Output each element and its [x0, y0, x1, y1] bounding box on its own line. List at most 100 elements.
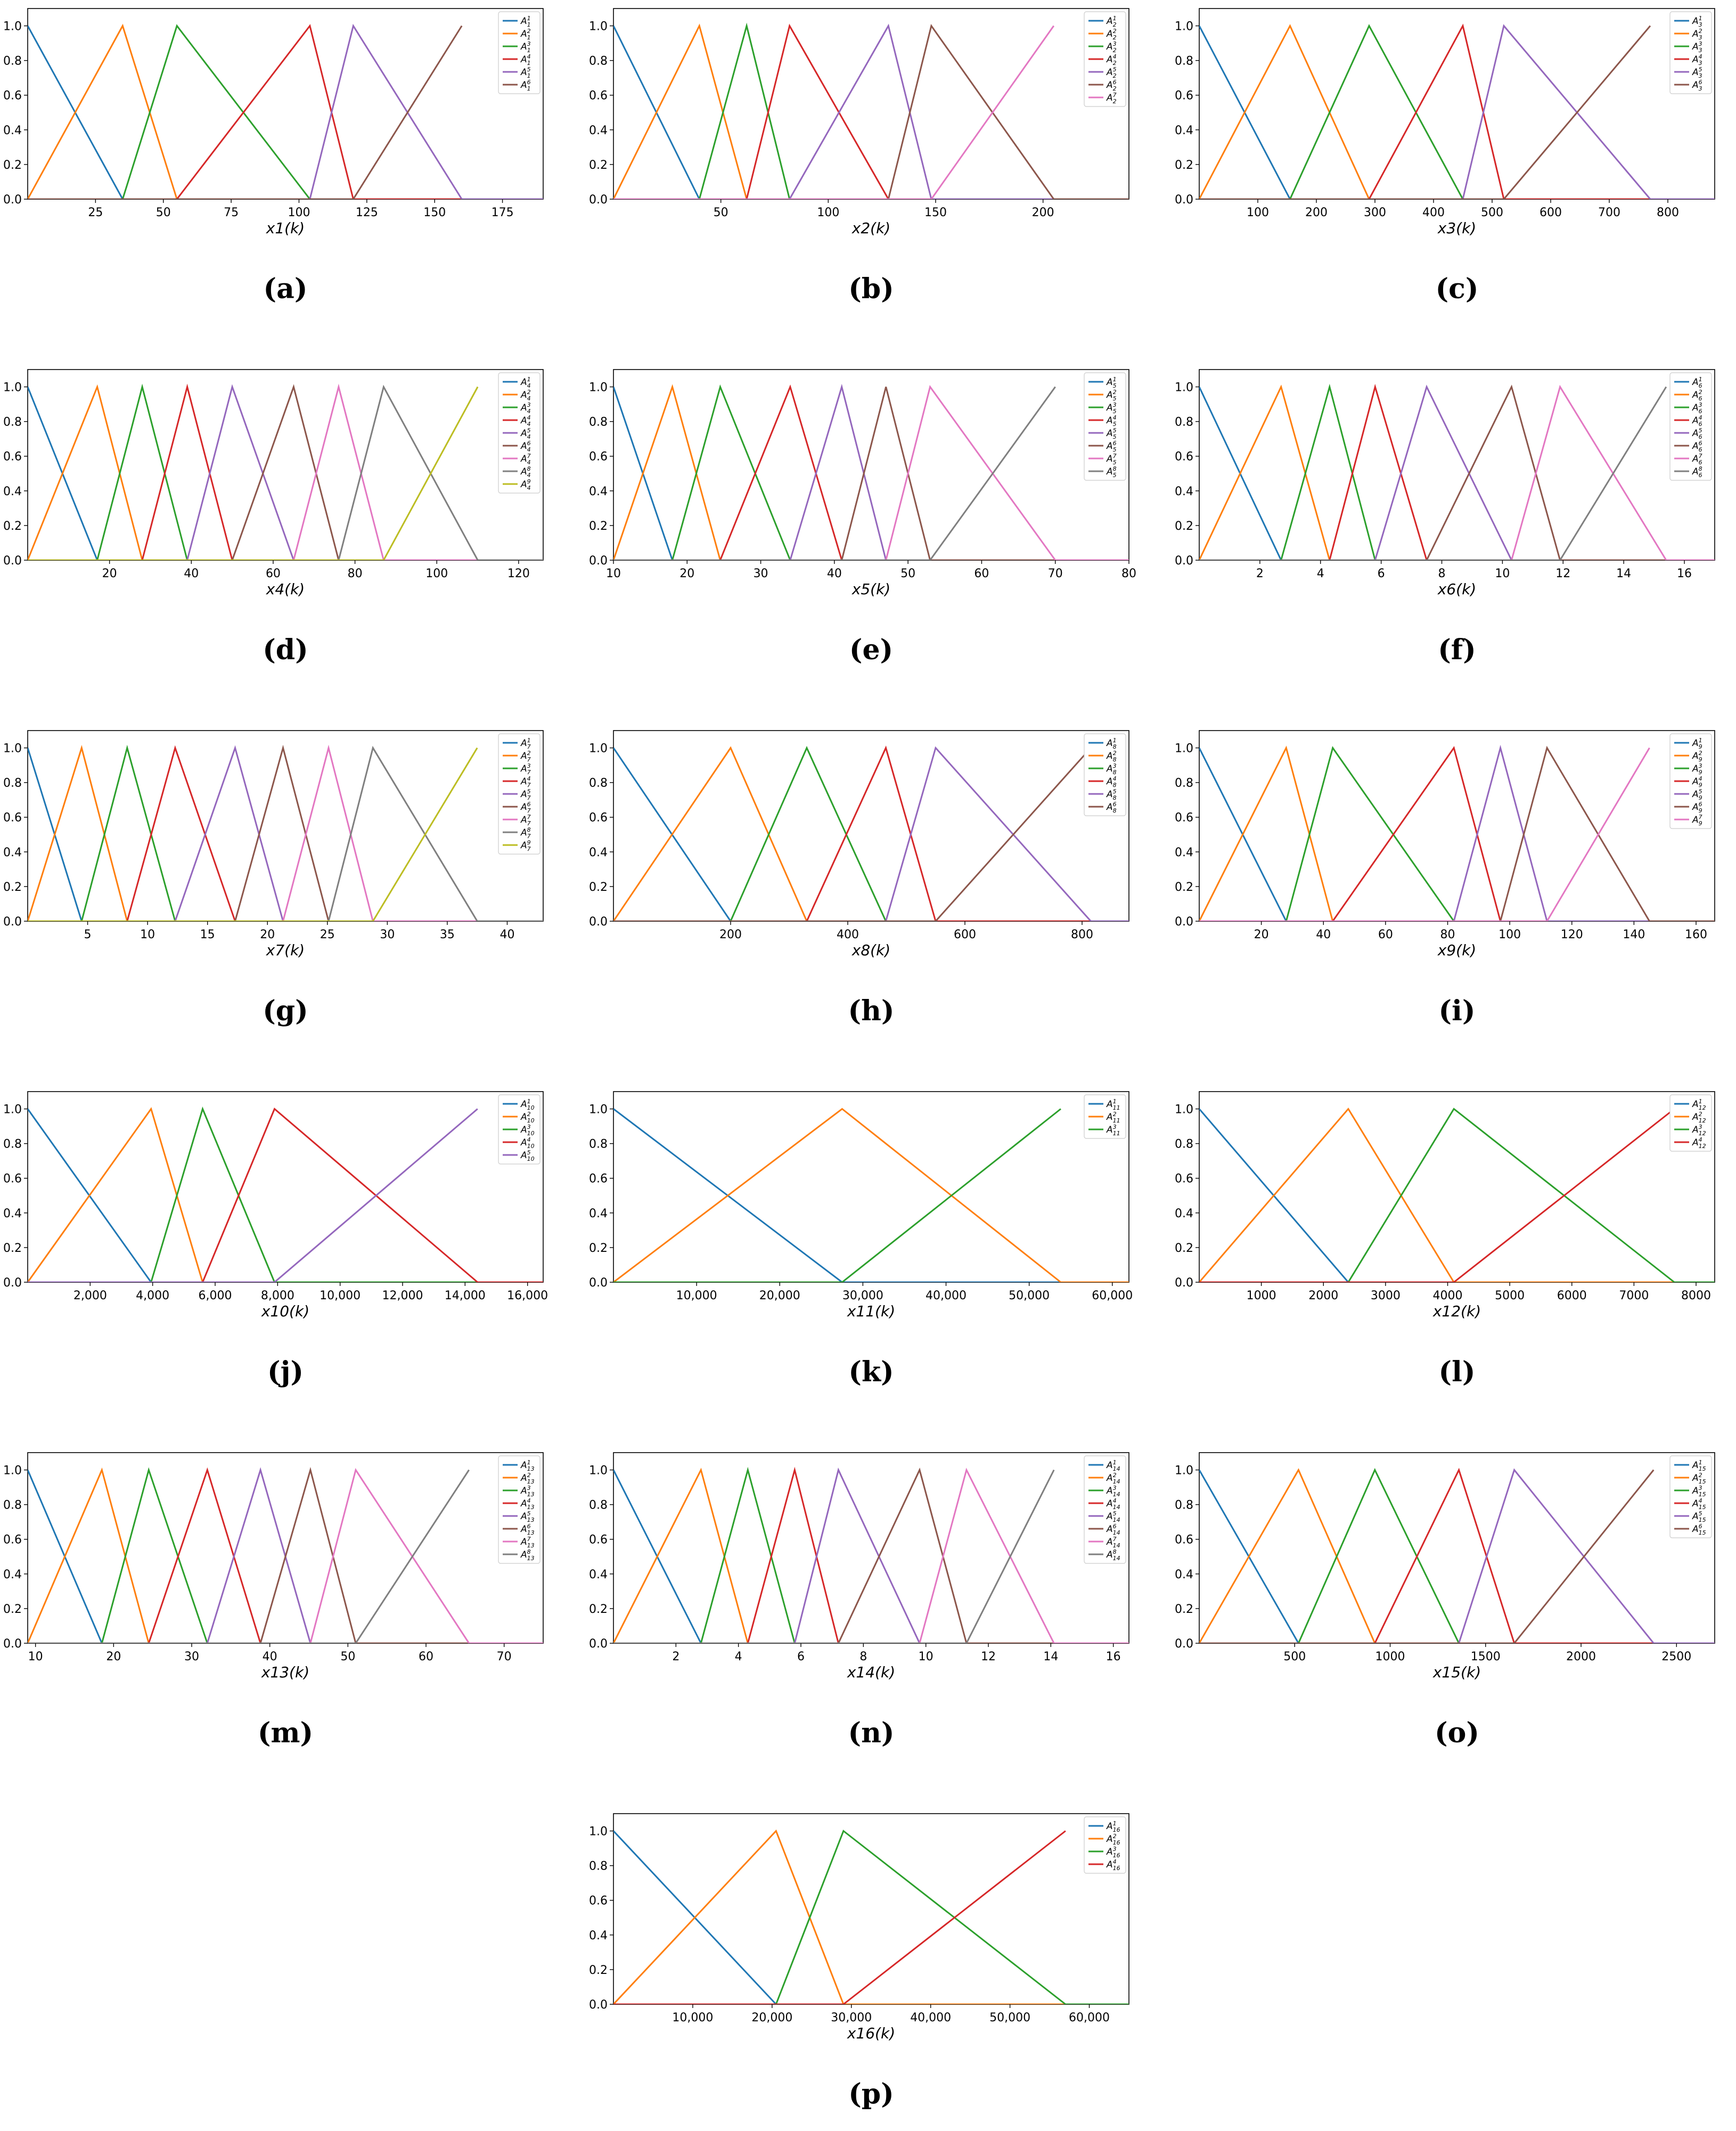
y-tick-label: 0.8 [589, 416, 608, 429]
membership-chart-5: 0.0 0.2 0.4 0.6 0.8 1.0 10 20 30 40 50 60 70 80 x5(k) A… [589, 369, 1136, 666]
legend-entry: A31 [1692, 15, 1702, 28]
series-line-3 [613, 1830, 1129, 2004]
legend-entry: A43 [520, 401, 531, 415]
y-tick-label: 0.4 [589, 1929, 608, 1943]
series-line-3 [613, 384, 1129, 560]
y-tick-label: 0.8 [3, 416, 22, 429]
series-line-2 [613, 746, 1129, 921]
y-tick-label: 0.2 [589, 1603, 608, 1616]
x-axis-label: x7(k) [266, 941, 305, 959]
x-axis-label: x12(k) [1432, 1302, 1481, 1320]
series-line-3 [1199, 1108, 1715, 1282]
x-tick-label: 60 [1378, 928, 1393, 941]
x-tick-label: 80 [348, 567, 363, 580]
legend-entry: A135 [520, 1510, 535, 1523]
x-tick-label: 140 [1623, 928, 1645, 941]
legend-box [1669, 11, 1712, 94]
x-tick-label: 16 [1677, 567, 1692, 580]
y-tick-label: 0.0 [589, 554, 608, 568]
legend-entry: A74 [520, 775, 531, 789]
series-line-1 [1199, 25, 1715, 199]
legend-entry: A15 [520, 66, 531, 79]
series-line-6 [28, 1466, 543, 1643]
y-tick-label: 0.2 [589, 881, 608, 894]
axes-frame [613, 369, 1129, 561]
x-axis-label: x3(k) [1437, 219, 1476, 237]
x-tick-label: 500 [1283, 1650, 1306, 1663]
y-tick-label: 0.2 [1175, 159, 1193, 172]
legend-entry: A77 [520, 814, 531, 827]
x-tick-label: 100 [425, 567, 448, 580]
axes-frame [613, 730, 1129, 922]
y-tick-label: 1.0 [1175, 742, 1193, 756]
legend-entry: A76 [520, 801, 531, 814]
series-line-4 [613, 745, 1129, 921]
series-line-4 [1199, 746, 1715, 921]
y-tick-label: 0.8 [3, 1499, 22, 1512]
series-line-6 [1199, 384, 1715, 560]
membership-chart-10: 0.0 0.2 0.4 0.6 0.8 1.0 2,000 4,000 6,000 8,000 10… [3, 1091, 548, 1388]
x-tick-label: 40 [1316, 928, 1331, 941]
legend-box [1084, 733, 1126, 816]
x-tick-label: 12 [981, 1650, 996, 1663]
x-tick-label: 300 [1364, 206, 1386, 219]
series-line-1 [613, 387, 1129, 560]
x-tick-label: 160 [1685, 928, 1707, 941]
x-axis-label: x15(k) [1432, 1663, 1481, 1681]
legend-entry: A58 [1106, 465, 1117, 479]
legend-entry: A66 [1692, 440, 1702, 453]
legend-box [498, 372, 541, 494]
y-tick-label: 0.2 [3, 881, 22, 894]
x-tick-label: 6000 [1557, 1289, 1587, 1302]
legend-box [498, 733, 541, 855]
x-tick-label: 500 [1481, 206, 1503, 219]
y-tick-label: 0.8 [1175, 777, 1193, 790]
x-tick-label: 50,000 [1009, 1289, 1050, 1302]
series-line-6 [613, 1468, 1129, 1643]
x-tick-label: 100 [1247, 206, 1269, 219]
y-tick-label: 0.6 [1175, 89, 1193, 103]
legend-entry: A52 [1106, 389, 1117, 402]
membership-chart-13: 0.0 0.2 0.4 0.6 0.8 1.0 10 20 30 40 50 60 70 x13(k) A1… [3, 1452, 544, 1749]
x-tick-label: 150 [924, 206, 947, 219]
legend-entry: A45 [520, 427, 531, 440]
legend-entry: A75 [520, 788, 531, 801]
legend-entry: A94 [1692, 775, 1702, 789]
series-line-5 [28, 745, 543, 921]
series-line-6 [28, 25, 463, 199]
y-tick-label: 0.4 [589, 846, 608, 859]
legend-box [1084, 1455, 1126, 1564]
x-axis-label: x1(k) [266, 219, 305, 237]
legend-entry: A63 [1692, 401, 1702, 415]
y-tick-label: 0.6 [589, 812, 608, 825]
legend-entry: A44 [520, 414, 531, 428]
legend-entry: A161 [1106, 1820, 1120, 1833]
series-line-5 [1199, 24, 1715, 199]
x-tick-label: 6 [1378, 567, 1385, 580]
legend-entry: A152 [1692, 1472, 1706, 1485]
x-tick-label: 40,000 [910, 2011, 951, 2025]
x-tick-label: 600 [1540, 206, 1562, 219]
series-line-6 [613, 747, 1092, 921]
x-tick-label: 12 [1555, 567, 1570, 580]
x-tick-label: 1000 [1375, 1650, 1405, 1663]
y-tick-label: 0.4 [589, 1207, 608, 1220]
y-tick-label: 0.2 [3, 520, 22, 533]
series-line-2 [1199, 384, 1715, 560]
series-line-2 [613, 1468, 1129, 1643]
legend-entry: A24 [1106, 53, 1117, 67]
legend-entry: A122 [1692, 1111, 1706, 1124]
x-tick-label: 50 [156, 206, 171, 219]
series-line-9 [28, 747, 478, 921]
y-tick-label: 0.2 [589, 520, 608, 533]
series-line-4 [613, 1466, 1129, 1643]
x-tick-label: 5 [84, 928, 92, 941]
legend-entry: A78 [520, 826, 531, 840]
x-axis-label: x9(k) [1437, 941, 1476, 959]
x-tick-label: 70 [1048, 567, 1063, 580]
series-line-1 [1199, 386, 1715, 560]
x-tick-label: 40 [184, 567, 199, 580]
y-tick-label: 0.8 [1175, 416, 1193, 429]
y-tick-label: 1.0 [1175, 381, 1193, 395]
x-tick-label: 30,000 [842, 1289, 883, 1302]
